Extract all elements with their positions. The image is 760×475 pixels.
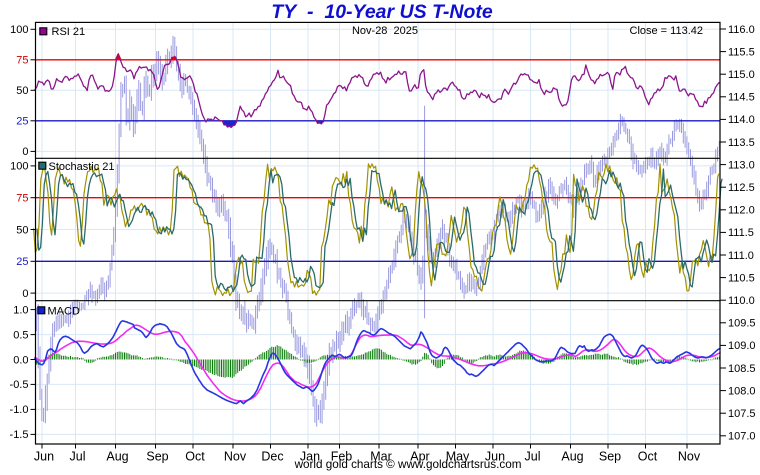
svg-text:1.0: 1.0 [13,304,28,316]
svg-text:RSI 21: RSI 21 [52,26,86,38]
svg-text:Aug: Aug [561,450,583,464]
svg-text:109.5: 109.5 [728,318,756,330]
svg-text:Jun: Jun [34,450,54,464]
svg-text:Mar: Mar [370,450,392,464]
svg-text:0: 0 [22,288,28,300]
svg-text:114.5: 114.5 [728,92,755,104]
svg-text:Close = 113.42: Close = 113.42 [630,25,704,37]
svg-text:107.5: 107.5 [728,408,756,420]
svg-text:25: 25 [16,256,28,268]
svg-text:108.0: 108.0 [728,385,756,397]
svg-text:100: 100 [10,161,28,173]
svg-text:Jul: Jul [70,450,86,464]
svg-text:116.0: 116.0 [728,24,755,36]
svg-text:107.0: 107.0 [728,431,756,443]
svg-text:Jan: Jan [300,450,320,464]
svg-text:-1.5: -1.5 [10,429,29,441]
svg-text:MACD: MACD [48,306,80,318]
svg-text:114.0: 114.0 [728,114,755,126]
svg-text:50: 50 [16,85,28,97]
svg-text:world gold charts © www.goldch: world gold charts © www.goldchartsrus.co… [294,458,522,471]
svg-text:115.0: 115.0 [728,69,755,81]
svg-text:-0.5: -0.5 [10,379,29,391]
svg-text:109.0: 109.0 [728,340,756,352]
svg-text:111.5: 111.5 [728,227,754,239]
svg-text:-1.0: -1.0 [10,404,29,416]
svg-text:Sep: Sep [599,450,621,464]
svg-text:0.0: 0.0 [13,354,28,366]
svg-text:May: May [446,450,470,464]
svg-text:Oct: Oct [185,450,205,464]
svg-text:0.5: 0.5 [13,329,28,341]
svg-text:Apr: Apr [410,450,429,464]
svg-text:Oct: Oct [638,450,658,464]
svg-text:112.0: 112.0 [728,205,755,217]
svg-text:110.0: 110.0 [728,295,755,307]
svg-text:110.5: 110.5 [728,272,755,284]
svg-text:Aug: Aug [106,450,128,464]
svg-text:0: 0 [22,146,28,158]
svg-text:Sep: Sep [146,450,168,464]
svg-text:100: 100 [10,24,28,36]
svg-text:75: 75 [16,193,28,205]
svg-text:Jul: Jul [525,450,541,464]
svg-text:TY - 10-Year US T-Note: TY - 10-Year US T-Note [271,1,493,23]
svg-text:113.5: 113.5 [728,137,755,149]
svg-text:50: 50 [16,224,28,236]
svg-text:Nov: Nov [678,450,701,464]
svg-text:Nov: Nov [224,450,247,464]
svg-text:Dec: Dec [261,450,283,464]
svg-text:111.0: 111.0 [728,250,754,262]
svg-text:Nov-28 2025: Nov-28 2025 [352,25,418,37]
svg-text:Stochastic 21: Stochastic 21 [49,161,115,173]
svg-text:Jun: Jun [485,450,505,464]
svg-text:113.0: 113.0 [728,159,755,171]
svg-text:75: 75 [16,55,28,67]
svg-text:Feb: Feb [331,450,353,464]
svg-text:108.5: 108.5 [728,363,756,375]
svg-text:115.5: 115.5 [728,46,755,58]
svg-text:112.5: 112.5 [728,182,755,194]
svg-text:25: 25 [16,116,28,128]
